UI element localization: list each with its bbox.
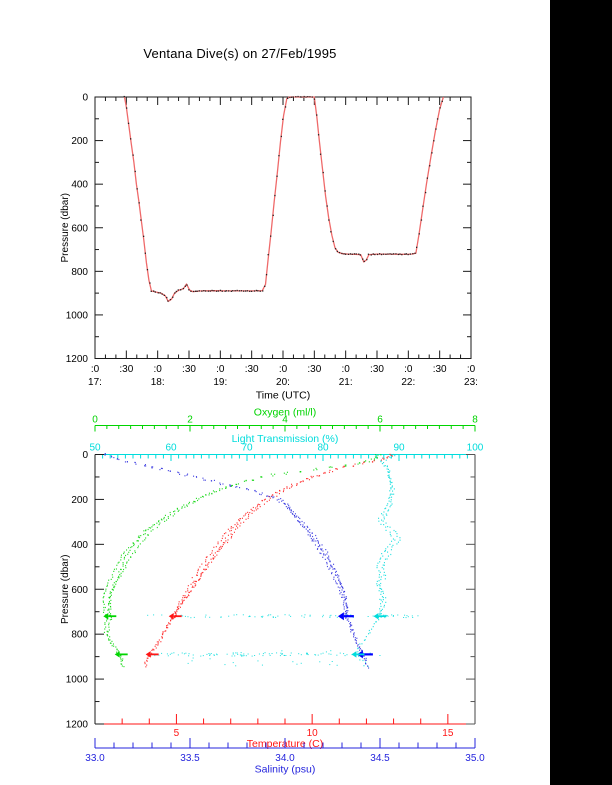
svg-text::0: :0: [404, 364, 413, 375]
svg-text::0: :0: [216, 364, 225, 375]
svg-text:600: 600: [71, 585, 88, 596]
svg-text:1200: 1200: [66, 354, 89, 365]
svg-text::30: :30: [433, 364, 447, 375]
dive-depth-time-chart: :0 17: :30 :0 18: :30 :0 19: :30 :0 20: :30 :0 21: :30…: [60, 93, 478, 402]
svg-text:15: 15: [442, 728, 454, 739]
svg-text:100: 100: [467, 443, 484, 454]
svg-text:0: 0: [92, 415, 98, 426]
svg-text:19:: 19:: [213, 377, 227, 388]
svg-text:23:: 23:: [464, 377, 478, 388]
svg-text::0: :0: [467, 364, 476, 375]
oxygen-arrow-marker: [103, 612, 117, 620]
svg-text:200: 200: [71, 495, 88, 506]
svg-text::0: :0: [341, 364, 350, 375]
svg-text:400: 400: [71, 540, 88, 551]
light-axis: 50 60 70 80 90 100 Light Transmission (%): [89, 433, 484, 461]
svg-text:1000: 1000: [66, 310, 89, 321]
svg-text:33.0: 33.0: [85, 753, 105, 764]
temperature-profile-series: [144, 453, 393, 668]
svg-text:60: 60: [165, 443, 177, 454]
pressure-axis-bottom-plot: 0 200 400 600 800 1000 1200 Pressure (dbar): [60, 450, 476, 731]
page-title: Ventana Dive(s) on 27/Feb/1995: [143, 46, 337, 61]
light-transmission-profile-series: [354, 453, 401, 667]
svg-text:70: 70: [241, 443, 253, 454]
svg-text:800: 800: [71, 630, 88, 641]
svg-text:20:: 20:: [276, 377, 290, 388]
svg-text:6: 6: [377, 415, 383, 426]
svg-text::0: :0: [279, 364, 288, 375]
svg-text:90: 90: [393, 443, 405, 454]
svg-text:8: 8: [472, 415, 478, 426]
svg-text:17:: 17:: [88, 377, 102, 388]
svg-text:50: 50: [89, 443, 101, 454]
oxygen-profile-series: [102, 454, 382, 668]
light-arrow-marker: [373, 612, 387, 620]
svg-text::30: :30: [307, 364, 321, 375]
svg-text:5: 5: [174, 728, 180, 739]
temperature-arrow-marker: [168, 612, 182, 620]
svg-text:2: 2: [187, 415, 193, 426]
temperature-arrow-marker: [145, 651, 159, 658]
salinity-axis: 33.0 33.5 34.0 34.5 35.0 Salinity (psu): [85, 738, 485, 776]
light-arrow-marker: [351, 651, 365, 658]
svg-text:Time (UTC): Time (UTC): [256, 390, 310, 402]
svg-text:200: 200: [71, 136, 88, 147]
salinity-profile-series: [104, 453, 370, 669]
svg-text:18:: 18:: [151, 377, 165, 388]
svg-text::30: :30: [370, 364, 384, 375]
bottom-streaks: [147, 614, 419, 667]
svg-text:34.0: 34.0: [275, 753, 295, 764]
time-axis: :0 17: :30 :0 18: :30 :0 19: :30 :0 20: :30 :0 21: :30…: [88, 97, 478, 402]
svg-text::30: :30: [119, 364, 133, 375]
dive-track-series: [123, 95, 445, 303]
svg-text:21:: 21:: [339, 377, 353, 388]
svg-text:0: 0: [82, 450, 88, 461]
bottom-markers: [103, 612, 387, 659]
svg-text::0: :0: [153, 364, 162, 375]
svg-text::30: :30: [182, 364, 196, 375]
svg-text:Oxygen (ml/l): Oxygen (ml/l): [254, 407, 316, 419]
svg-text:1200: 1200: [66, 720, 89, 731]
svg-text:Pressure (dbar): Pressure (dbar): [60, 193, 71, 262]
svg-text:Pressure (dbar): Pressure (dbar): [60, 555, 71, 624]
svg-text:80: 80: [317, 443, 329, 454]
svg-text:35.0: 35.0: [465, 753, 485, 764]
svg-text:Light Transmission (%): Light Transmission (%): [232, 433, 339, 445]
svg-text::30: :30: [245, 364, 259, 375]
salinity-arrow-marker: [337, 612, 354, 621]
svg-text:4: 4: [282, 415, 288, 426]
svg-text:1000: 1000: [66, 675, 89, 686]
oxygen-axis: 0 2 4 6 8 Oxygen (ml/l): [92, 407, 478, 432]
pressure-axis-top-plot: 0 200 400 600 800 1000 1200 Pressure (dbar): [60, 93, 471, 365]
svg-text::0: :0: [91, 364, 100, 375]
svg-text:Salinity (psu): Salinity (psu): [255, 764, 316, 776]
svg-text:600: 600: [71, 223, 88, 234]
svg-text:0: 0: [82, 93, 88, 104]
oxygen-arrow-marker: [114, 651, 128, 658]
svg-text:10: 10: [307, 728, 319, 739]
svg-text:33.5: 33.5: [180, 753, 200, 764]
svg-text:400: 400: [71, 180, 88, 191]
svg-text:800: 800: [71, 267, 88, 278]
svg-text:22:: 22:: [401, 377, 415, 388]
right-black-bar: [550, 0, 612, 785]
svg-text:34.5: 34.5: [370, 753, 390, 764]
